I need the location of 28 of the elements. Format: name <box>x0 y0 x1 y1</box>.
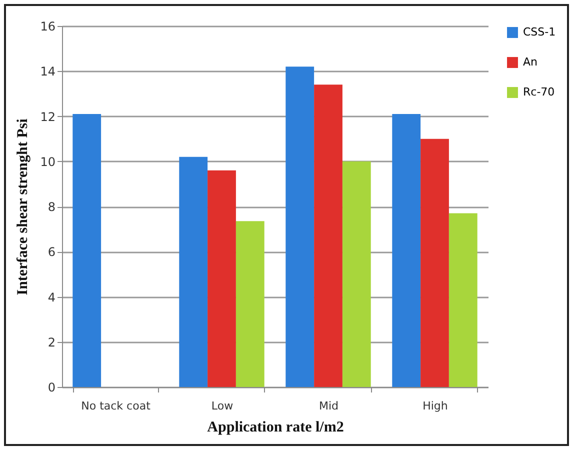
legend-label: CSS-1 <box>523 26 556 38</box>
y-tick-label: 4 <box>48 290 56 304</box>
x-tick-label: Mid <box>318 400 339 412</box>
bar <box>314 84 342 387</box>
y-tick-label: 6 <box>48 245 56 260</box>
bar <box>420 138 449 387</box>
x-tick-label: No tack coat <box>81 400 152 412</box>
bar <box>208 170 236 387</box>
y-axis-title: Interface shear strenght Psi <box>15 118 32 296</box>
x-axis-title: Application rate l/m2 <box>207 420 344 436</box>
legend-label: An <box>523 56 538 68</box>
bar <box>448 213 478 387</box>
bar <box>236 221 264 387</box>
bar <box>286 66 314 387</box>
y-tick-label: 10 <box>40 154 56 169</box>
bar <box>342 161 371 387</box>
y-tick-label: 0 <box>48 380 56 394</box>
y-tick-label: 12 <box>40 110 56 124</box>
bar <box>392 114 421 387</box>
x-tick-label: High <box>422 400 448 412</box>
y-tick-label: 8 <box>48 200 56 214</box>
x-tick-label: Low <box>211 400 234 412</box>
bar <box>72 114 102 387</box>
y-tick-label: 2 <box>48 335 56 350</box>
bar <box>179 156 208 387</box>
y-tick-label: 14 <box>40 64 56 79</box>
legend-label: Rc-70 <box>523 86 555 98</box>
y-tick-label: 16 <box>40 20 56 34</box>
